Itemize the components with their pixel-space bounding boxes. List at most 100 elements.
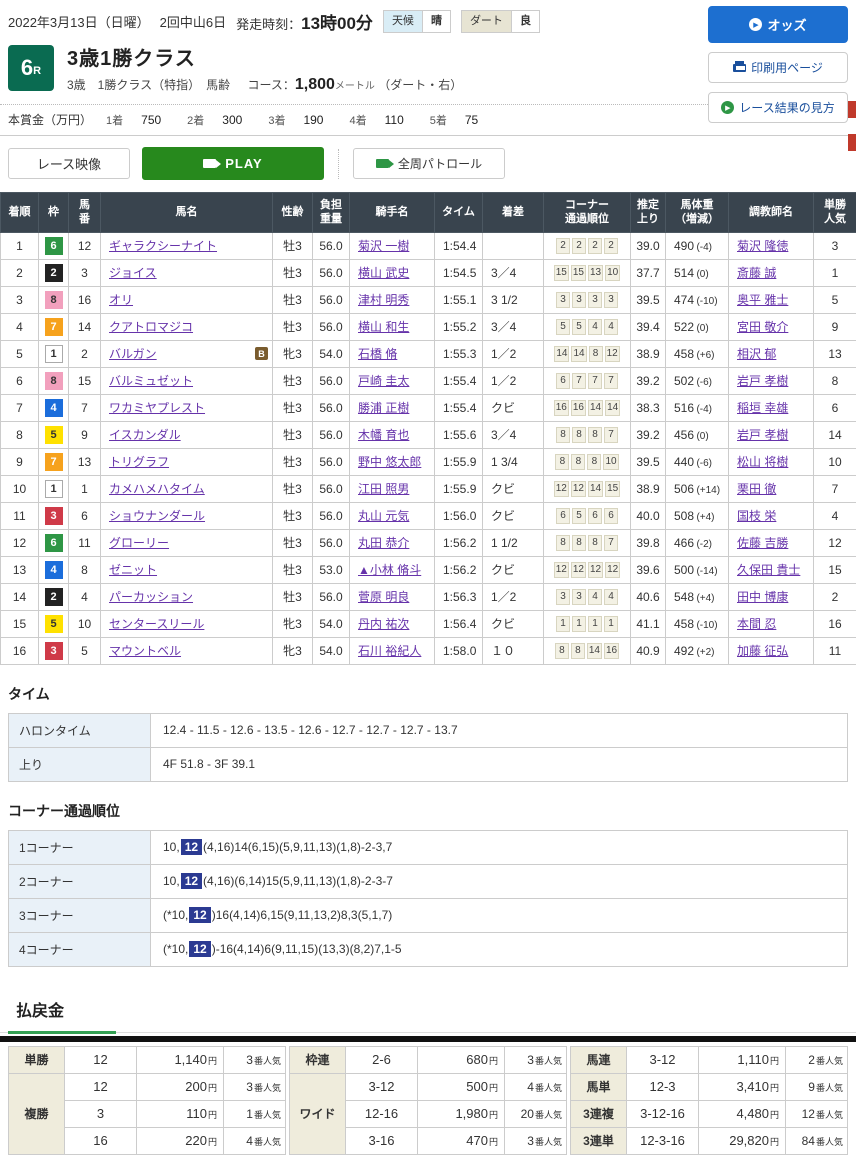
trainer-link[interactable]: 斎藤 誠 — [737, 266, 776, 280]
carried-weight: 54.0 — [313, 340, 350, 367]
horse-name-link[interactable]: クアトロマジコ — [109, 318, 193, 335]
result-guide-button[interactable]: ▶ レース結果の見方 — [708, 92, 848, 123]
trainer-link[interactable]: 岩戸 孝樹 — [737, 374, 788, 388]
trainer-link[interactable]: 奥平 雅士 — [737, 293, 788, 307]
horse-name-link[interactable]: ジョイス — [109, 264, 157, 281]
horse-name-link[interactable]: イスカンダル — [109, 426, 181, 443]
horse-name-link[interactable]: ショウナンダール — [109, 507, 205, 524]
jockey-link[interactable]: 丹内 祐次 — [358, 617, 409, 631]
trainer-link[interactable]: 相沢 郁 — [737, 347, 776, 361]
carried-weight: 54.0 — [313, 610, 350, 637]
horse-name-link[interactable]: ギャラクシーナイト — [109, 237, 217, 254]
popularity-suffix: 番人気 — [535, 1056, 562, 1066]
race-number: 6 — [21, 55, 33, 81]
horse-number: 10 — [69, 610, 101, 637]
weather-value: 晴 — [422, 11, 450, 32]
jockey-link[interactable]: 丸山 元気 — [358, 509, 409, 523]
trainer-link[interactable]: 岩戸 孝樹 — [737, 428, 788, 442]
jockey-link[interactable]: 戸崎 圭太 — [358, 374, 409, 388]
corner-position-cell: 1 — [572, 616, 586, 632]
column-header: 着差 — [483, 193, 544, 233]
horse-name-link[interactable]: センタースリール — [109, 615, 204, 632]
jockey-link[interactable]: 菊沢 一樹 — [358, 239, 409, 253]
corner-position-cell: 15 — [605, 481, 620, 497]
play-button[interactable]: PLAY — [142, 147, 324, 180]
bet-type-label: ワイド — [290, 1073, 346, 1154]
win-popularity: 13 — [814, 340, 856, 367]
trainer-link[interactable]: 佐藤 吉勝 — [737, 536, 788, 550]
corner-position-cell: 3 — [588, 292, 602, 308]
jockey-link[interactable]: 勝浦 正樹 — [358, 401, 409, 415]
corner-position-cell: 2 — [588, 238, 602, 254]
column-header: 推定上り — [631, 193, 666, 233]
horse-name-link[interactable]: オリ — [109, 291, 133, 308]
corner-position-cell: 15 — [571, 265, 586, 281]
print-page-button[interactable]: 印刷用ページ — [708, 52, 848, 83]
play-label: PLAY — [225, 156, 262, 171]
corner-position-cell: 4 — [588, 319, 602, 335]
finish-position: 1 — [1, 232, 39, 259]
horse-number: 4 — [69, 583, 101, 610]
jockey-link[interactable]: 江田 照男 — [358, 482, 409, 496]
payout-popularity: 4番人気 — [505, 1073, 567, 1100]
race-video-button[interactable]: レース映像 — [8, 148, 130, 179]
jockey-link[interactable]: 野中 悠太郎 — [358, 455, 421, 469]
trainer-link[interactable]: 宮田 敬介 — [737, 320, 788, 334]
horse-name-link[interactable]: カメハメハタイム — [109, 480, 205, 497]
jockey-link[interactable]: 丸田 恭介 — [358, 536, 409, 550]
last-3f-time: 39.0 — [631, 232, 666, 259]
edge-tab[interactable] — [848, 101, 856, 118]
bet-type-label: 単勝 — [9, 1046, 65, 1073]
track-condition-badge: ダート 良 — [461, 10, 540, 33]
final-time: 1:55.2 — [435, 313, 483, 340]
prize-amount: 750 — [141, 113, 161, 127]
corner-position-cell: 1 — [588, 616, 602, 632]
margin: 1 1/2 — [483, 529, 544, 556]
horse-name-link[interactable]: トリグラフ — [109, 453, 169, 470]
jockey-link[interactable]: 横山 和生 — [358, 320, 409, 334]
prize-amount: 110 — [385, 113, 404, 127]
horse-name-link[interactable]: マウントベル — [109, 642, 181, 659]
bracket-number-badge: 5 — [45, 615, 63, 633]
carried-weight: 56.0 — [313, 529, 350, 556]
trainer-link[interactable]: 田中 博康 — [737, 590, 788, 604]
yen-suffix: 円 — [770, 1056, 779, 1066]
corner-position-cell: 4 — [604, 319, 618, 335]
jockey-link[interactable]: 石橋 脩 — [358, 347, 397, 361]
patrol-video-button[interactable]: 全周パトロール — [353, 148, 505, 179]
jockey-link[interactable]: 木幡 育也 — [358, 428, 409, 442]
payout-amount: 1,110円 — [699, 1046, 786, 1073]
trainer-link[interactable]: 久保田 貴士 — [737, 563, 800, 577]
horse-name-link[interactable]: ワカミヤプレスト — [109, 399, 205, 416]
start-time-wrap: 発走時刻： 13時00分 — [236, 9, 373, 34]
trainer-link[interactable]: 栗田 徹 — [737, 482, 776, 496]
trainer-link[interactable]: 菊沢 隆徳 — [737, 239, 788, 253]
horse-name-link[interactable]: パーカッション — [109, 588, 193, 605]
corner-position-cell: 7 — [604, 373, 618, 389]
jockey-link[interactable]: 横山 武史 — [358, 266, 409, 280]
carried-weight: 56.0 — [313, 448, 350, 475]
trainer-link[interactable]: 本間 忍 — [737, 617, 776, 631]
trainer-link[interactable]: 稲垣 幸雄 — [737, 401, 788, 415]
trainer-link[interactable]: 松山 将樹 — [737, 455, 788, 469]
payout-amount: 3,410円 — [699, 1073, 786, 1100]
horse-name-link[interactable]: ゼニット — [109, 561, 157, 578]
horse-name-link[interactable]: バルミュゼット — [109, 372, 193, 389]
trainer-link[interactable]: 国枝 栄 — [737, 509, 776, 523]
jockey-link[interactable]: 石川 裕紀人 — [358, 644, 421, 658]
jockey-link[interactable]: 津村 明秀 — [358, 293, 409, 307]
winner-number-highlight: 12 — [181, 839, 202, 855]
horse-name-link[interactable]: グローリー — [109, 534, 169, 551]
corner-position-cell: 14 — [571, 346, 586, 362]
edge-tab[interactable] — [848, 134, 856, 151]
horse-weight: 506 (+14) — [666, 475, 729, 502]
horse-name-link[interactable]: バルガン — [109, 345, 157, 362]
odds-button[interactable]: ▶ オッズ — [708, 6, 848, 43]
corner-row: 1コーナー 10,12(4,16)14(6,15)(5,9,11,13)(1,8… — [9, 830, 848, 864]
trainer-link[interactable]: 加藤 征弘 — [737, 644, 788, 658]
jockey-link[interactable]: 菅原 明良 — [358, 590, 409, 604]
jockey-link[interactable]: ▲小林 脩斗 — [358, 563, 421, 577]
